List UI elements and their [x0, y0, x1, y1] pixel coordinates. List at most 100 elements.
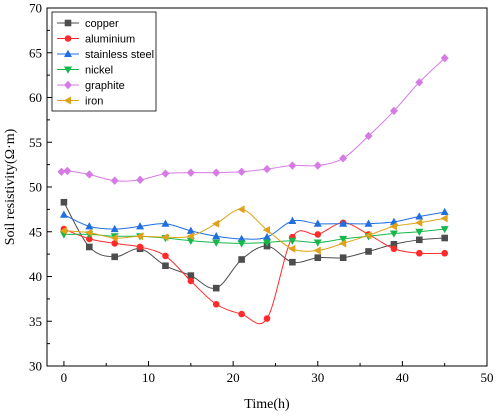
data-point: [135, 232, 144, 241]
y-tick-label: 40: [29, 269, 42, 284]
legend-label: aluminium: [85, 34, 135, 46]
series-layer: [57, 53, 449, 325]
data-point: [440, 214, 448, 223]
data-point: [161, 169, 170, 178]
data-point: [440, 53, 449, 63]
series-line: [63, 208, 445, 252]
data-point: [416, 236, 423, 244]
data-point: [136, 222, 145, 230]
data-point: [86, 243, 93, 251]
data-point: [389, 222, 397, 231]
legend-marker: [64, 19, 72, 27]
data-point: [212, 284, 220, 292]
data-point: [440, 226, 449, 234]
data-point: [288, 216, 297, 225]
data-point: [111, 240, 118, 247]
data-point: [212, 168, 221, 177]
data-point: [263, 232, 271, 241]
series-line: [63, 222, 445, 325]
y-tick-label: 45: [29, 224, 42, 239]
y-tick-label: 60: [29, 90, 42, 105]
legend-label: copper: [85, 18, 119, 30]
data-point: [415, 218, 423, 227]
data-point: [313, 239, 322, 247]
data-point: [162, 262, 169, 270]
data-point: [111, 253, 118, 261]
data-point: [238, 256, 245, 263]
series-line: [63, 228, 445, 244]
legend-label: graphite: [85, 80, 125, 92]
legend-marker: [63, 96, 71, 105]
data-point: [364, 231, 372, 240]
x-tick-label: 20: [227, 370, 240, 385]
y-tick-label: 35: [29, 314, 42, 329]
data-point: [161, 233, 169, 242]
data-point: [186, 232, 194, 241]
series-aluminium: [60, 219, 448, 325]
data-point: [110, 176, 119, 185]
legend-item: copper: [57, 18, 119, 30]
data-point: [237, 167, 246, 176]
x-tick-label: 50: [481, 370, 494, 385]
legend-item: aluminium: [57, 34, 135, 46]
data-point: [186, 226, 195, 234]
legend-marker: [64, 80, 72, 90]
data-point: [389, 230, 398, 238]
data-point: [161, 219, 170, 227]
data-point: [289, 258, 296, 266]
data-point: [263, 164, 271, 174]
series-line: [63, 211, 445, 240]
data-point: [364, 131, 373, 141]
data-point: [136, 243, 144, 251]
data-point: [314, 231, 322, 238]
legend-box: [51, 11, 157, 112]
series-line: [63, 201, 445, 290]
data-point: [415, 212, 424, 220]
legend-item: iron: [57, 96, 103, 108]
legend-item: stainless steel: [57, 49, 154, 61]
data-point: [110, 224, 119, 233]
data-point: [339, 254, 347, 262]
legend-marker: [64, 49, 72, 57]
y-tick-label: 30: [29, 359, 42, 374]
data-point: [86, 235, 93, 243]
data-point: [60, 198, 68, 206]
data-point: [441, 249, 448, 257]
x-tick-label: 40: [396, 370, 409, 385]
legend-marker: [64, 35, 72, 42]
data-point: [441, 234, 448, 242]
data-point: [339, 235, 348, 244]
series-graphite: [57, 53, 449, 185]
data-point: [85, 228, 93, 237]
legend-label: iron: [85, 96, 103, 108]
series-stainless-steel: [59, 207, 449, 242]
data-point: [262, 225, 270, 234]
data-point: [288, 161, 297, 170]
data-point: [57, 167, 66, 176]
legend-label: stainless steel: [85, 49, 154, 61]
data-point: [59, 210, 68, 218]
legend-label: nickel: [85, 65, 113, 77]
data-point: [364, 219, 373, 227]
legend-item: graphite: [57, 80, 125, 92]
axes: 0 10 20 30 40 50 30 35 40 45 50 55 60 65 70: [29, 1, 494, 386]
data-point: [187, 272, 195, 279]
data-point: [187, 277, 195, 285]
series-iron: [59, 205, 448, 255]
data-point: [338, 239, 347, 248]
data-point: [339, 219, 348, 227]
data-point: [59, 226, 67, 235]
data-point: [186, 168, 195, 177]
data-point: [415, 78, 424, 87]
data-point: [85, 170, 94, 179]
data-point: [237, 205, 245, 214]
series-copper: [60, 198, 448, 292]
data-point: [237, 234, 246, 242]
x-axis-title: Time(h): [244, 397, 290, 412]
data-point: [237, 240, 246, 248]
data-point: [440, 207, 449, 216]
data-point: [263, 315, 271, 322]
legend: copper aluminium stainless steel nickel grap…: [51, 11, 157, 112]
data-point: [313, 246, 321, 255]
